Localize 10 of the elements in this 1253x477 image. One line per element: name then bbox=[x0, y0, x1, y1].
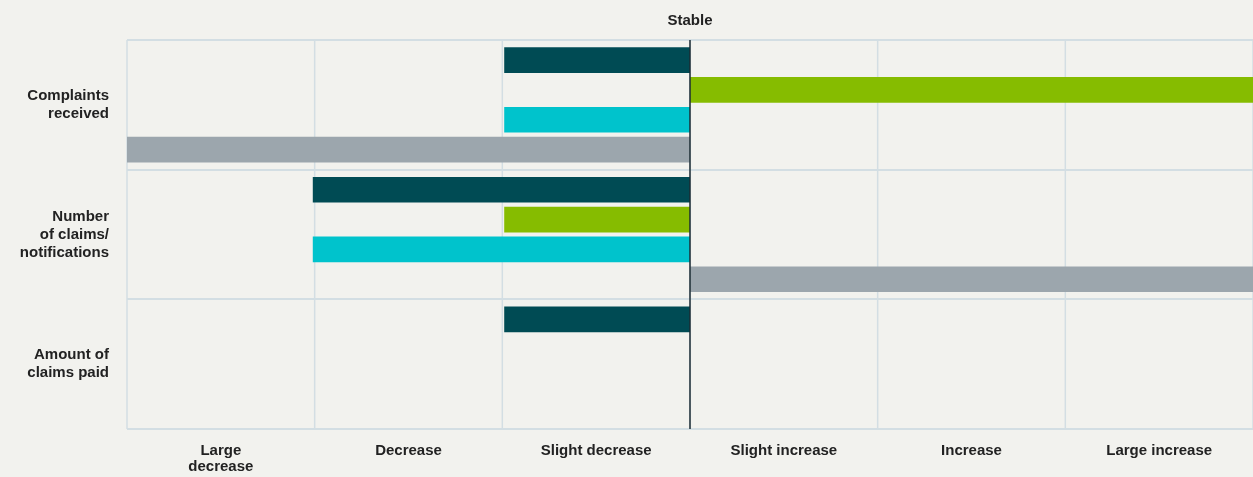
text: Decrease bbox=[375, 440, 442, 458]
text: Slight increase bbox=[730, 440, 838, 458]
text: Large increase bbox=[1106, 440, 1213, 458]
text: Large decrease bbox=[188, 440, 254, 474]
ref-line-label: Stable bbox=[667, 10, 713, 28]
y-tick-label: Complaints received bbox=[27, 85, 109, 121]
y-tick-label: Amount of claims paid bbox=[27, 345, 110, 381]
text: Increase bbox=[941, 440, 1002, 458]
text: Slight decrease bbox=[540, 440, 652, 458]
y-tick-label: Number of claims/ notifications bbox=[19, 206, 110, 260]
